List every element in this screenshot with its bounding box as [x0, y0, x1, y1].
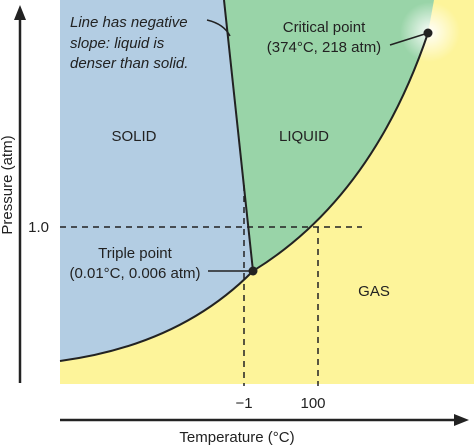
y-axis-arrow [14, 5, 26, 20]
triple-point-values: (0.01°C, 0.006 atm) [69, 265, 200, 282]
critical-point-dot [423, 28, 433, 38]
solid-label: SOLID [111, 128, 156, 145]
annotation-line-3: denser than solid. [70, 55, 188, 72]
solid-region [60, 0, 253, 361]
critical-point-values: (374°C, 218 atm) [267, 39, 381, 56]
sublimation-curve [59, 270, 254, 362]
liquid-region [224, 0, 434, 271]
x-tick-label-100: 100 [300, 395, 325, 412]
vaporization-curve [252, 32, 429, 272]
liquid-label: LIQUID [279, 128, 329, 145]
critical-fade [400, 0, 474, 70]
annotation-line-2: slope: liquid is [70, 35, 165, 52]
critical-point-title: Critical point [283, 19, 366, 36]
x-axis-arrow [454, 414, 469, 426]
critical-leader [389, 32, 429, 46]
x-tick-label-minus1: −1 [235, 395, 252, 412]
triple-point-title: Triple point [98, 245, 172, 262]
melting-curve [223, 0, 254, 272]
gas-label: GAS [358, 283, 390, 300]
triple-point-dot [248, 266, 258, 276]
annotation-leader [206, 19, 231, 37]
annotation-line-1: Line has negative [70, 14, 188, 31]
y-axis-title: Pressure (atm) [0, 135, 16, 234]
y-tick-label: 1.0 [28, 219, 49, 236]
x-axis-title: Temperature (°C) [179, 429, 294, 446]
